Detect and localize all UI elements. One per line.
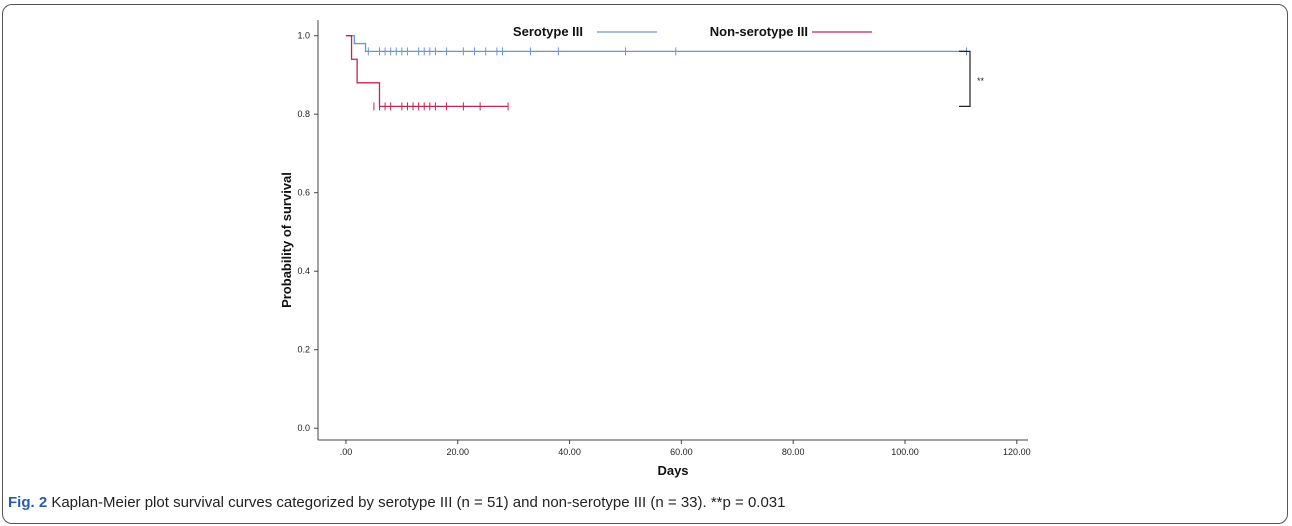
survival-curve [345,35,967,53]
x-tick-label: 80.00 [782,447,805,457]
x-tick-label: 120.00 [1003,447,1031,457]
x-axis-title: Days [657,463,688,478]
legend-label-2: Non-serotype III [710,24,808,39]
y-tick-label: 0.2 [297,345,310,355]
y-tick-label: 0.0 [297,423,310,433]
survival-curve [345,35,509,108]
figure-frame [2,4,1288,524]
series-2 [345,35,509,111]
legend-label-1: Serotype III [513,24,583,39]
x-tick-label: 40.00 [558,447,581,457]
x-tick-label: .00 [340,447,353,457]
y-axis-title: Probability of survival [279,172,294,308]
y-tick-label: 0.8 [297,109,310,119]
significance-annotation: ** [959,50,985,107]
bracket [959,50,971,107]
series-1 [345,35,968,56]
significance-label: ** [977,76,985,86]
series-group [345,35,968,111]
figure-caption: Fig. 2 Kaplan-Meier plot survival curves… [8,494,785,511]
y-tick-label: 0.4 [297,266,310,276]
legend: Serotype III Non-serotype III [513,24,872,39]
y-tick-label: 0.6 [297,188,310,198]
x-tick-label: 60.00 [670,447,693,457]
caption-text: Kaplan-Meier plot survival curves catego… [47,494,786,511]
caption-figure-label: Fig. 2 [8,494,48,511]
x-tick-label: 20.00 [446,447,469,457]
axes-group: .00 20.00 40.00 60.00 80.00 100.00 120.00 0.0 0.… [279,20,1031,478]
x-tick-label: 100.00 [891,447,919,457]
y-tick-label: 1.0 [297,31,310,41]
